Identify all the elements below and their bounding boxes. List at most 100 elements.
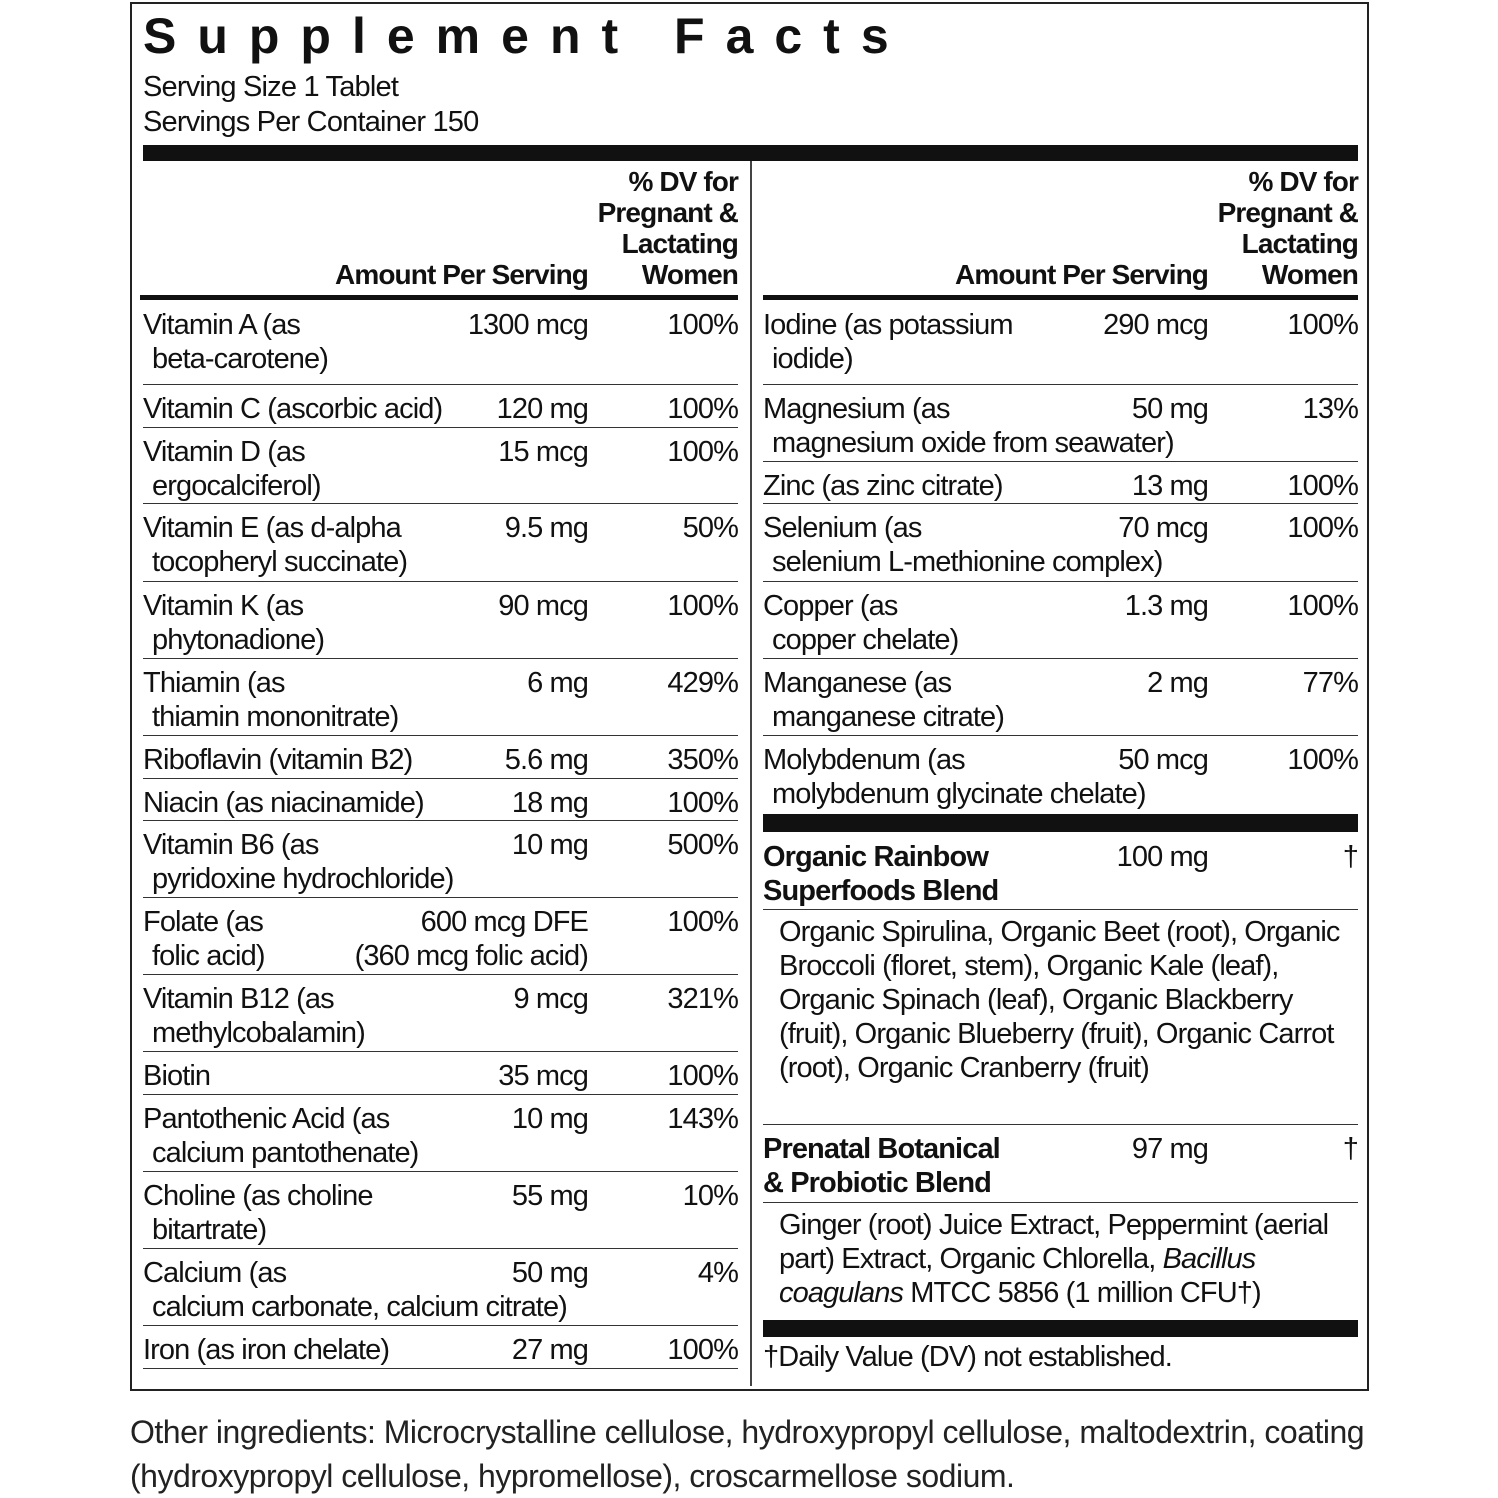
name-line: Selenium (as: [763, 512, 922, 544]
name-line: ergocalciferol): [152, 470, 322, 502]
daily-value: 100%: [667, 787, 738, 819]
right-header-rule: [763, 295, 1358, 300]
dv-header-line: % DV for: [1248, 166, 1359, 197]
name-line: tocopheryl succinate): [152, 546, 408, 578]
daily-value: 100%: [1287, 744, 1358, 776]
nutrient-row: Vitamin C (ascorbic acid) 120 mg 100%: [143, 384, 739, 428]
amount-line: 100 mg: [1116, 841, 1209, 873]
blend-ingredient-list: Organic Spirulina, Organic Beet (root), …: [779, 915, 1358, 1085]
amount-line: 50 mg: [511, 1257, 589, 1289]
ingredient-text: MTCC 5856 (1 million CFU†): [903, 1277, 1261, 1309]
amount-line: 10 mg: [511, 1103, 589, 1135]
nutrient-row: Molybdenum (as molybdenum glycinate chela…: [763, 735, 1359, 812]
nutrient-name: Calcium (as calcium carbonate, calcium ci…: [143, 1256, 568, 1324]
right-dv-header: % DV for Pregnant & Lactating Women: [1208, 166, 1359, 290]
amount-line: 55 mg: [511, 1180, 589, 1212]
left-dv-header: % DV for Pregnant & Lactating Women: [588, 166, 739, 290]
daily-value: 100%: [667, 1334, 738, 1366]
daily-value: 100%: [1287, 470, 1358, 502]
footnote: †Daily Value (DV) not established.: [763, 1341, 1173, 1373]
daily-value: 13%: [1302, 393, 1359, 425]
daily-value: 100%: [1287, 512, 1358, 544]
nutrient-name: Prenatal Botanical & Probiotic Blend: [763, 1132, 1001, 1200]
amount-line: 50 mcg: [1118, 744, 1209, 776]
name-line: Vitamin C (ascorbic acid): [143, 393, 443, 425]
panel-title: Supplement Facts: [143, 8, 910, 64]
nutrient-row: Vitamin B12 (as methylcobalamin) 9 mcg 321%: [143, 974, 739, 1052]
amount-header-label: Amount Per Serving: [955, 259, 1209, 290]
amount-line: 9.5 mg: [504, 512, 589, 544]
daily-value: 100%: [667, 436, 738, 468]
amount-per-serving: 35 mcg: [498, 1059, 589, 1093]
column-divider: [750, 161, 752, 1386]
nutrient-name: Vitamin B12 (as methylcobalamin): [143, 982, 366, 1050]
nutrient-row: Organic Rainbow Superfoods Blend 100 mg †: [763, 832, 1359, 910]
daily-value: 4%: [697, 1257, 739, 1289]
name-line: calcium pantothenate): [152, 1137, 419, 1169]
amount-per-serving: 50 mg: [1132, 392, 1209, 426]
amount-per-serving: 100 mg: [1116, 840, 1209, 874]
name-line: beta-carotene): [152, 343, 329, 375]
nutrient-row: Vitamin A (as beta-carotene) 1300 mcg 100%: [143, 300, 739, 385]
ingredient-text: Ginger (root) Juice Extract, Peppermint …: [779, 1209, 1329, 1275]
name-line: Vitamin E (as d-alpha: [143, 512, 402, 544]
amount-per-serving: 1.3 mg: [1125, 589, 1209, 623]
daily-value: 100%: [667, 309, 738, 341]
amount-line: 1300 mcg: [467, 309, 589, 341]
name-line: Copper (as: [763, 590, 898, 622]
amount-line: 2 mg: [1147, 667, 1209, 699]
nutrient-row: Zinc (as zinc citrate) 13 mg 100%: [763, 461, 1359, 504]
nutrient-name: Copper (as copper chelate): [763, 589, 959, 657]
amount-per-serving: 15 mcg: [498, 435, 589, 469]
name-line: Vitamin B12 (as: [143, 983, 335, 1015]
nutrient-name: Niacin (as niacinamide): [143, 786, 425, 820]
thick-divider-bar: [763, 1320, 1358, 1337]
name-line: Superfoods Blend: [763, 875, 999, 907]
amount-line: 97 mg: [1131, 1133, 1209, 1165]
name-line: Vitamin B6 (as: [143, 829, 319, 861]
nutrient-row: Iodine (as potassium iodide) 290 mcg 100%: [763, 300, 1359, 385]
nutrient-row: Riboflavin (vitamin B2) 5.6 mg 350%: [143, 735, 739, 779]
nutrient-name: Selenium (as selenium L-methionine comple…: [763, 511, 1163, 579]
left-header-rule: [140, 295, 738, 300]
nutrient-name: Vitamin K (as phytonadione): [143, 589, 325, 657]
amount-per-serving: 90 mcg: [498, 589, 589, 623]
nutrient-name: Vitamin A (as beta-carotene): [143, 308, 329, 376]
name-line: folic acid): [152, 940, 265, 972]
nutrient-name: Vitamin E (as d-alpha tocopheryl succinat…: [143, 511, 408, 579]
amount-line: (360 mcg folic acid): [354, 940, 589, 972]
nutrient-row: Thiamin (as thiamin mononitrate) 6 mg 429%: [143, 658, 739, 736]
nutrient-name: Biotin: [143, 1059, 211, 1093]
amount-per-serving: 27 mg: [511, 1333, 589, 1367]
daily-value: 50%: [682, 512, 739, 544]
nutrient-name: Manganese (as manganese citrate): [763, 666, 1005, 734]
top-divider-bar: [143, 145, 1358, 161]
name-line: magnesium oxide from seawater): [772, 427, 1175, 459]
nutrient-row: Choline (as choline bitartrate) 55 mg 10%: [143, 1171, 739, 1249]
name-line: Vitamin D (as: [143, 436, 306, 468]
name-line: copper chelate): [772, 624, 959, 656]
nutrient-name: Magnesium (as magnesium oxide from seawat…: [763, 392, 1175, 460]
name-line: Niacin (as niacinamide): [143, 787, 425, 819]
name-line: Magnesium (as: [763, 393, 950, 425]
amount-per-serving: 6 mg: [527, 666, 589, 700]
daily-value: 143%: [667, 1103, 738, 1135]
name-line: phytonadione): [152, 624, 325, 656]
daily-value: †: [1342, 1133, 1359, 1165]
name-line: selenium L-methionine complex): [772, 546, 1163, 578]
amount-line: 120 mg: [496, 393, 589, 425]
name-line: Iron (as iron chelate): [143, 1334, 390, 1366]
servings-per-container: Servings Per Container 150: [143, 106, 479, 138]
name-line: pyridoxine hydrochloride): [152, 863, 454, 895]
nutrient-row: Pantothenic Acid (as calcium pantothenate…: [143, 1094, 739, 1172]
nutrient-name: Riboflavin (vitamin B2): [143, 743, 413, 777]
amount-line: 27 mg: [511, 1334, 589, 1366]
name-line: manganese citrate): [772, 701, 1005, 733]
dv-header-line: Pregnant &: [1217, 197, 1359, 228]
name-line: Pantothenic Acid (as: [143, 1103, 390, 1135]
daily-value: 100%: [1287, 309, 1358, 341]
name-line: thiamin mononitrate): [152, 701, 399, 733]
name-line: Biotin: [143, 1060, 211, 1092]
amount-per-serving: 290 mcg: [1103, 308, 1209, 342]
thick-divider-bar: [763, 814, 1358, 832]
